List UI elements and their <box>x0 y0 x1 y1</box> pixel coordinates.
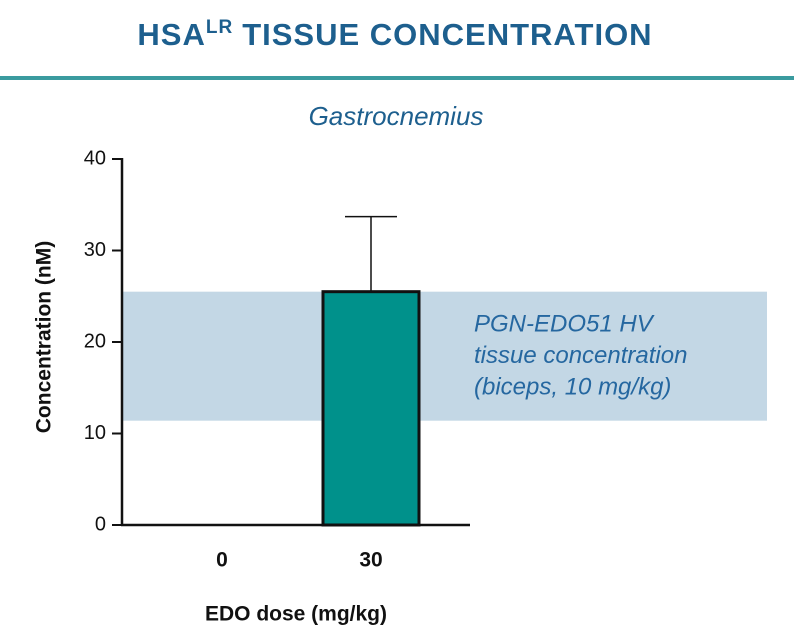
y-tick-label: 40 <box>84 147 106 169</box>
x-axis-label: EDO dose (mg/kg) <box>205 603 387 626</box>
chart-title: HSALR TISSUE CONCENTRATION <box>137 17 652 52</box>
bar <box>321 290 421 527</box>
y-tick-label: 20 <box>84 330 106 352</box>
x-tick-label: 30 <box>359 549 382 572</box>
title-part: HSA <box>137 17 205 52</box>
y-tick-label: 0 <box>95 513 106 535</box>
y-tick-label: 30 <box>84 239 106 261</box>
y-axis-label: Concentration (nM) <box>33 241 56 433</box>
band-annotation: (biceps, 10 mg/kg) <box>474 373 671 400</box>
chart-subtitle: Gastrocnemius <box>309 101 484 131</box>
title-rule <box>0 76 794 80</box>
x-tick-label: 0 <box>216 549 228 572</box>
band-annotation: tissue concentration <box>474 342 687 369</box>
y-tick-label: 10 <box>84 422 106 444</box>
reference-band <box>122 291 767 421</box>
band-annotation: PGN-EDO51 HV <box>474 310 655 337</box>
title-superscript: LR <box>206 17 233 38</box>
title-part: TISSUE CONCENTRATION <box>242 17 652 52</box>
